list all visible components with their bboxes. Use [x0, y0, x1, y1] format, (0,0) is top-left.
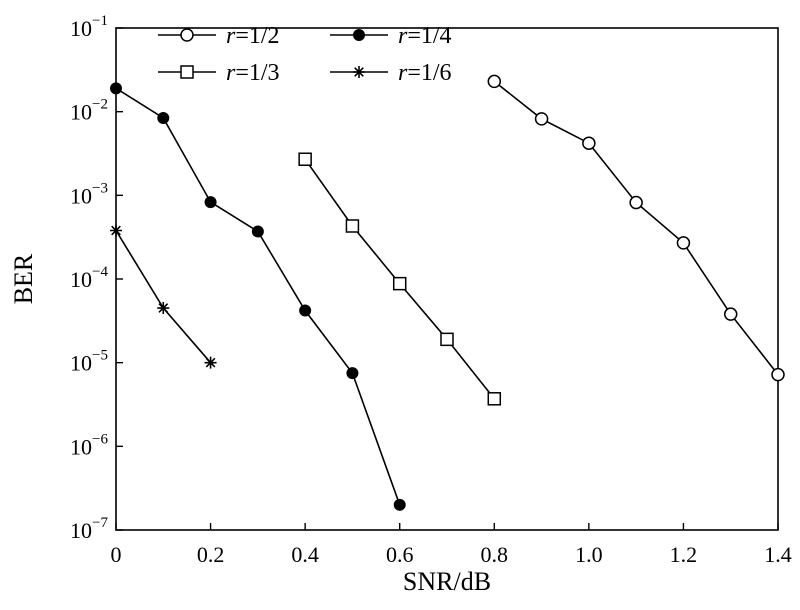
data-point: [393, 498, 406, 511]
legend: r=1/2 r=1/3 r=1/4 r=1/6: [158, 23, 452, 86]
legend-marker: [353, 29, 365, 41]
y-tick-label: 10−2: [70, 97, 108, 125]
series-line: [493, 80, 779, 376]
data-point: [298, 152, 312, 166]
data-point: [440, 332, 454, 347]
data-point: [676, 236, 691, 250]
x-tick-label: 0.8: [481, 542, 509, 567]
y-tick-label: 10−4: [70, 264, 108, 292]
data-point: [299, 304, 312, 317]
legend-label: r=1/6: [398, 60, 452, 86]
y-axis: 10−1 10−2 10−3 10−4 10−5 10−6 10−7: [70, 13, 123, 543]
data-point: [157, 112, 170, 125]
legend-marker: [180, 65, 194, 79]
data-point: [392, 276, 407, 291]
x-tick-label: 0: [111, 542, 122, 567]
legend-entry: r=1/2: [158, 23, 280, 49]
y-tick-label: 10−5: [70, 348, 108, 376]
legend-entry: r=1/3: [158, 60, 280, 86]
legend-entry: r=1/4: [330, 23, 452, 49]
legend-marker: [353, 66, 365, 78]
data-point: [157, 302, 170, 315]
data-point: [723, 307, 738, 321]
data-point: [345, 219, 360, 233]
data-point: [534, 112, 549, 126]
x-axis: 0 0.2 0.4 0.6 0.8 1.0 1.2 1.4: [111, 523, 792, 567]
legend-entry: r=1/6: [330, 60, 452, 86]
x-tick-label: 1.4: [764, 542, 792, 567]
series-line: [115, 230, 212, 364]
x-tick-label: 0.6: [386, 542, 414, 567]
data-point: [204, 356, 217, 369]
series-3: [110, 224, 217, 369]
data-point: [487, 74, 502, 89]
series-2: [110, 82, 406, 511]
x-tick-label: 0.4: [291, 542, 319, 567]
data-point: [771, 367, 785, 382]
data-point: [629, 195, 643, 210]
data-point: [110, 224, 122, 237]
x-tick-label: 0.2: [197, 542, 225, 567]
data-point: [346, 367, 359, 380]
y-tick-label: 10−6: [70, 431, 108, 459]
data-point: [487, 392, 502, 406]
y-axis-label: BER: [9, 253, 38, 304]
series-layer: [110, 74, 785, 511]
y-tick-label: 10−1: [70, 13, 108, 41]
series-line: [115, 87, 401, 506]
series-1: [298, 152, 502, 406]
legend-label: r=1/3: [226, 60, 280, 86]
data-point: [204, 196, 217, 209]
series-0: [487, 74, 785, 382]
data-point: [251, 225, 264, 238]
legend-label: r=1/2: [226, 23, 280, 49]
x-tick-label: 1.0: [575, 542, 603, 567]
x-tick-label: 1.2: [670, 542, 698, 567]
legend-marker: [180, 28, 194, 42]
x-axis-label: SNR/dB: [403, 567, 491, 596]
data-point: [582, 136, 596, 150]
data-point: [110, 82, 122, 95]
plot-frame: [115, 27, 779, 531]
y-tick-label: 10−3: [70, 180, 108, 208]
y-tick-label: 10−7: [70, 515, 108, 543]
legend-label: r=1/4: [398, 23, 452, 49]
